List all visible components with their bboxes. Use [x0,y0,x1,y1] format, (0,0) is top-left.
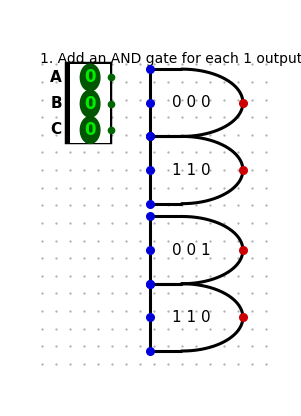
Text: 0: 0 [84,95,96,113]
Text: 0 0 0: 0 0 0 [172,95,211,110]
Text: 1. Add an AND gate for each 1 output: 1. Add an AND gate for each 1 output [40,52,301,66]
Bar [70,117,110,143]
Circle shape [80,90,100,117]
Text: 1 1 0: 1 1 0 [172,310,211,325]
Text: 0: 0 [84,121,96,139]
Bar [70,64,110,91]
Text: C: C [51,122,62,138]
Bar [66,63,110,141]
Circle shape [80,64,100,91]
Bar [70,91,110,117]
Circle shape [80,116,100,144]
Text: A: A [50,70,62,85]
Text: 0 0 1: 0 0 1 [172,243,211,258]
Text: 0: 0 [84,69,96,87]
Text: B: B [51,96,62,111]
Text: 1 1 0: 1 1 0 [172,163,211,178]
